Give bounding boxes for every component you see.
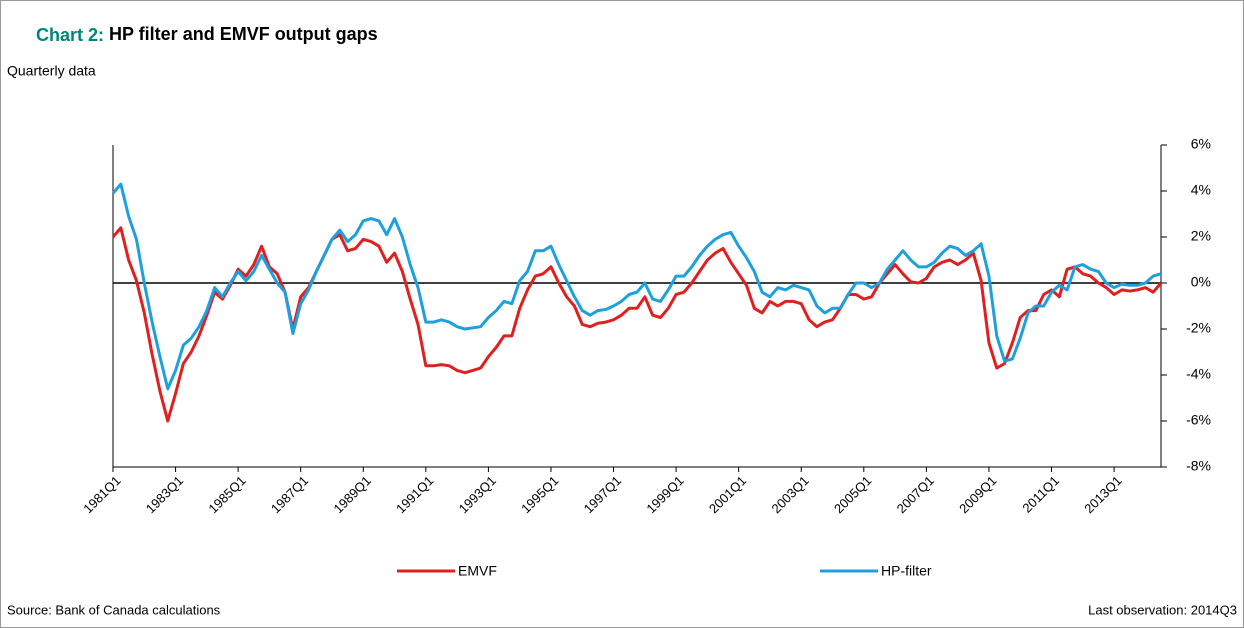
legend-label: EMVF [458,563,497,579]
y-tick-label: 2% [1191,228,1211,244]
legend-label: HP-filter [881,563,932,579]
y-tick-label: 4% [1191,182,1211,198]
chart-label: Chart 2: [36,25,104,45]
chart-subtitle: Quarterly data [7,63,96,79]
y-tick-label: -2% [1186,320,1211,336]
y-tick-label: -8% [1186,458,1211,474]
note: Last observation: 2014Q3 [1088,602,1237,617]
y-tick-label: -4% [1186,366,1211,382]
chart-title: HP filter and EMVF output gaps [109,24,378,44]
y-tick-label: 0% [1191,274,1211,290]
y-tick-label: -6% [1186,412,1211,428]
series-line [111,182,1162,391]
y-tick-label: 6% [1191,136,1211,152]
source: Source: Bank of Canada calculations [7,602,221,617]
